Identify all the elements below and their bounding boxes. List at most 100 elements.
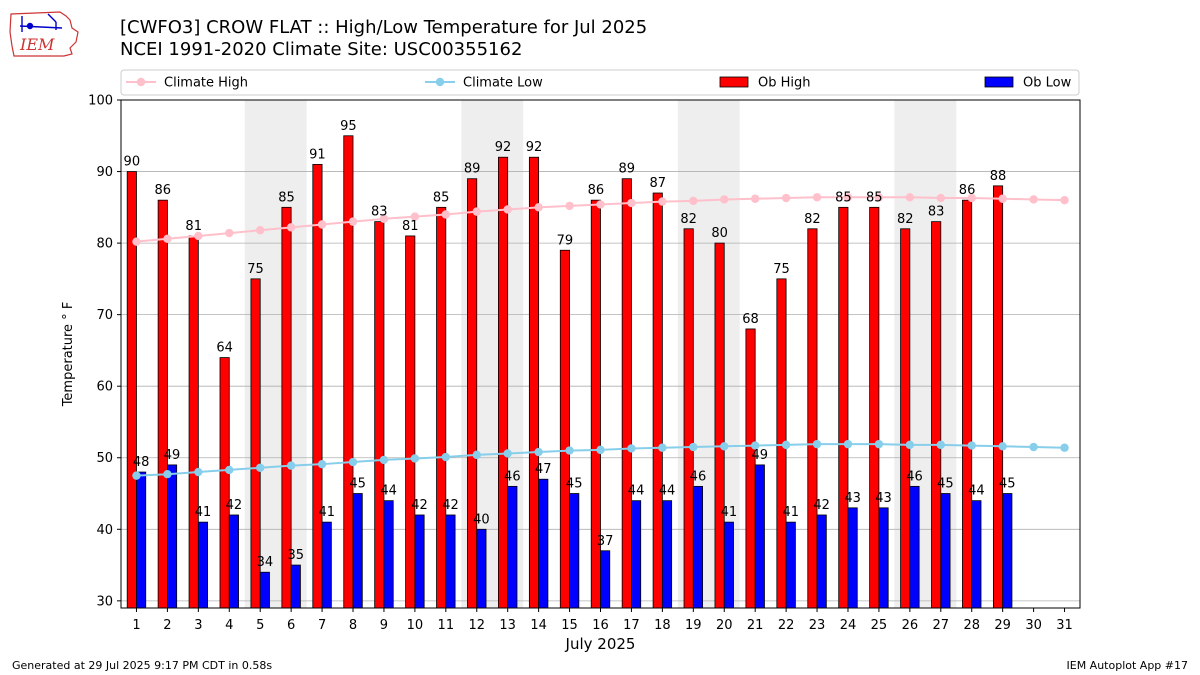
ob-low-bar — [228, 514, 239, 609]
x-tick-label: 22 — [778, 618, 795, 633]
x-tick-label: 5 — [256, 618, 264, 633]
ob-high-bar — [157, 199, 168, 609]
legend-label: Ob High — [758, 76, 811, 91]
plot-frame — [120, 99, 1081, 609]
ob-high-label: 83 — [928, 205, 945, 220]
ob-low-label: 37 — [597, 534, 614, 549]
ob-low-bar — [445, 514, 456, 609]
climate-high-point — [689, 196, 698, 206]
climate-high-point — [1060, 195, 1069, 205]
ob-low-label: 45 — [937, 477, 954, 492]
ob-low-label: 41 — [195, 505, 212, 520]
climate-low-point — [348, 457, 358, 467]
ob-high-label: 89 — [619, 162, 636, 177]
ob-low-label: 44 — [968, 484, 985, 499]
ob-low-bar — [847, 507, 858, 609]
climate-high-point — [781, 193, 791, 203]
x-tick-label: 18 — [654, 618, 671, 633]
legend-marker — [435, 77, 445, 87]
ob-high-bar — [219, 357, 230, 609]
climate-high-point — [503, 205, 512, 214]
x-tick-label: 14 — [530, 618, 547, 633]
legend-label: Ob Low — [1023, 76, 1072, 91]
climate-high-point — [348, 217, 358, 226]
ob-low-bar — [569, 493, 580, 609]
ob-high-bar — [683, 228, 694, 609]
climate-low-point — [658, 443, 667, 452]
x-tick-label: 7 — [318, 618, 326, 633]
ob-low-label: 45 — [349, 477, 366, 492]
x-tick-label: 24 — [840, 618, 857, 633]
ob-low-bar — [136, 471, 147, 609]
ob-high-label: 85 — [278, 190, 295, 205]
climate-low-point — [503, 449, 512, 458]
climate-high-point — [132, 237, 141, 246]
ob-low-bar — [785, 521, 796, 609]
legend-ob-low: Ob Low — [984, 76, 1072, 91]
climate-low-point — [874, 439, 884, 449]
x-tick-label: 26 — [902, 618, 919, 633]
x-tick-label: 23 — [809, 618, 826, 633]
climate-high-point — [317, 220, 327, 229]
ob-high-bar — [745, 328, 756, 609]
ob-high-bar — [405, 235, 416, 609]
ob-low-bar — [197, 521, 209, 609]
ob-low-label: 46 — [690, 469, 707, 484]
ob-high-bar — [498, 156, 509, 609]
ob-low-bar — [290, 564, 301, 609]
ob-low-label: 49 — [164, 448, 181, 463]
ob-high-bar — [621, 178, 632, 609]
y-axis-label: Temperature ° F — [61, 302, 76, 408]
climate-low-point — [998, 442, 1007, 451]
climate-high-point — [441, 210, 451, 219]
ob-low-label: 44 — [659, 484, 676, 499]
legend-bar-swatch — [719, 76, 749, 88]
ob-low-bar — [878, 507, 889, 609]
ob-high-label: 83 — [371, 205, 388, 220]
ob-low-label: 47 — [535, 462, 552, 477]
climate-low-point — [750, 441, 760, 450]
ob-high-bar — [838, 206, 849, 609]
climate-high-point — [225, 228, 234, 238]
climate-high-point — [998, 194, 1007, 203]
x-tick-label: 2 — [163, 618, 171, 633]
ob-low-bar — [661, 500, 673, 609]
climate-low-point — [441, 452, 451, 462]
climate-high-point — [874, 193, 884, 202]
ob-low-bar — [414, 514, 425, 609]
climate-high-point — [596, 200, 605, 209]
legend-label: Climate Low — [463, 76, 543, 91]
climate-high-point — [720, 195, 729, 204]
climate-low-point — [472, 450, 481, 460]
climate-high-point — [163, 234, 172, 244]
climate-low-point — [596, 445, 605, 455]
climate-low-point — [720, 442, 729, 451]
y-tick-label: 90 — [96, 165, 113, 180]
ob-high-label: 68 — [742, 312, 759, 327]
x-tick-label: 21 — [747, 618, 764, 633]
ob-low-label: 40 — [473, 512, 490, 527]
legend-climate-high: Climate High — [126, 76, 248, 91]
ob-high-bar — [188, 235, 199, 609]
ob-low-label: 44 — [380, 484, 397, 499]
ob-high-label: 85 — [835, 190, 852, 205]
ob-low-label: 42 — [442, 498, 459, 513]
ob-low-label: 42 — [411, 498, 428, 513]
ob-high-bar — [312, 163, 323, 609]
x-tick-label: 13 — [499, 618, 516, 633]
ob-low-label: 48 — [133, 455, 150, 470]
ob-low-label: 44 — [628, 484, 645, 499]
ob-low-label: 42 — [813, 498, 830, 513]
ob-low-label: 45 — [999, 477, 1016, 492]
x-tick-label: 11 — [438, 618, 455, 633]
climate-high-point — [750, 194, 760, 203]
legend-climate-low: Climate Low — [425, 76, 543, 91]
ob-high-label: 86 — [588, 183, 605, 198]
climate-low-point — [627, 444, 636, 453]
ob-high-bar — [528, 156, 540, 609]
x-tick-label: 15 — [561, 618, 578, 633]
ob-low-label: 34 — [257, 555, 274, 570]
ob-high-label: 89 — [464, 162, 481, 177]
y-tick-label: 70 — [96, 308, 113, 323]
x-tick-label: 29 — [994, 618, 1011, 633]
